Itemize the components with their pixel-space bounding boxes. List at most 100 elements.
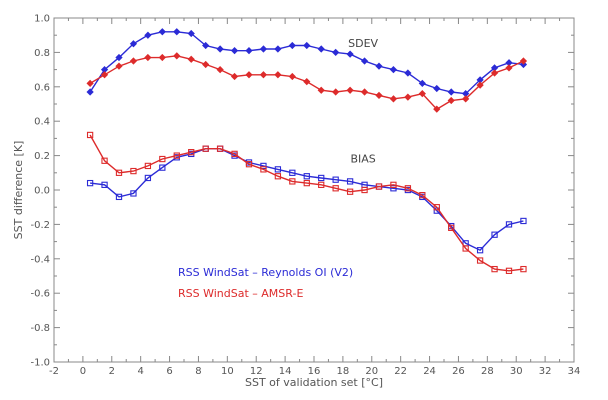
data-point [519, 57, 528, 65]
y-tick-label: 0.2 [34, 151, 50, 162]
data-point [418, 90, 426, 98]
data-point [346, 178, 354, 185]
bias-annotation: BIAS [350, 152, 375, 165]
data-point [216, 145, 224, 152]
y-tick-label: -0.8 [30, 323, 50, 334]
data-point [404, 69, 412, 77]
data-point [187, 55, 195, 63]
data-point [115, 62, 123, 70]
x-tick-label: -2 [49, 366, 59, 377]
data-point [505, 221, 513, 228]
data-point [260, 166, 267, 173]
data-point [447, 96, 455, 105]
data-point [144, 53, 152, 62]
data-point [158, 28, 166, 36]
data-point [259, 45, 268, 53]
data-point [231, 150, 238, 158]
data-point [390, 181, 397, 188]
data-point [346, 86, 354, 94]
y-tick-label: 1.0 [34, 14, 50, 25]
x-axis-label: SST of validation set [°C] [245, 376, 383, 389]
data-point [346, 50, 354, 58]
data-point [360, 57, 369, 65]
x-tick-label: 26 [452, 366, 465, 377]
data-point [115, 193, 123, 201]
data-point [317, 45, 325, 53]
data-point [375, 91, 383, 100]
y-tick-label: 0.4 [34, 117, 50, 128]
data-point [259, 71, 268, 79]
x-tick-label: 8 [195, 366, 201, 377]
data-point [274, 173, 282, 180]
data-point [303, 173, 310, 180]
y-axis-label: SST difference [K] [12, 141, 25, 240]
x-tick-label: 32 [539, 366, 552, 377]
data-point [159, 164, 166, 171]
data-point [115, 169, 123, 176]
y-tick-label: 0.6 [34, 82, 50, 93]
data-point [86, 88, 94, 96]
x-tick-label: 34 [568, 366, 581, 377]
data-point [130, 190, 137, 197]
data-point [130, 167, 137, 175]
x-tick-label: 30 [510, 366, 523, 377]
data-point [158, 53, 166, 62]
data-point [216, 45, 224, 53]
data-point [216, 65, 224, 74]
data-point [202, 145, 209, 152]
data-point [230, 47, 239, 55]
x-tick-label: 6 [166, 366, 172, 377]
x-tick-label: 0 [80, 366, 86, 377]
data-point [144, 162, 152, 170]
data-point [303, 179, 310, 187]
x-tick-label: 10 [221, 366, 234, 377]
data-point [361, 186, 368, 194]
data-point [101, 181, 108, 188]
data-point [173, 152, 180, 159]
y-tick-label: 0.8 [34, 48, 50, 59]
data-point [86, 79, 94, 87]
x-tick-label: 12 [250, 366, 263, 377]
data-point [332, 48, 340, 57]
data-point [187, 29, 195, 38]
data-point [418, 79, 426, 87]
data-point [332, 185, 339, 192]
x-tick-label: 16 [308, 366, 321, 377]
data-point [245, 71, 253, 79]
data-point [346, 188, 354, 195]
data-point [86, 179, 94, 187]
data-point [274, 45, 282, 53]
data-point [375, 183, 383, 190]
data-point [260, 162, 267, 170]
data-point [360, 88, 369, 96]
data-point [476, 81, 484, 89]
data-point [245, 47, 253, 55]
data-point [288, 72, 296, 81]
data-point [520, 217, 527, 225]
data-point [476, 257, 484, 264]
ticks: -2 0 2 4 6 8 10 12 14 16 18 20 22 24 26 28 30 32 34-1.0-0.… [30, 14, 580, 378]
sdev-annotation: SDEV [348, 37, 378, 50]
data-point [86, 131, 94, 139]
data-point [375, 62, 383, 70]
data-point [318, 174, 325, 182]
data-point [202, 60, 210, 69]
x-tick-label: 24 [423, 366, 436, 377]
data-point [433, 204, 440, 211]
data-point [404, 185, 412, 192]
data-point [404, 93, 412, 101]
data-point [173, 28, 181, 36]
data-point [390, 185, 397, 192]
y-tick-label: -0.2 [30, 220, 50, 231]
data-point [520, 265, 527, 273]
data-point [129, 57, 138, 65]
data-point [274, 166, 282, 173]
y-tick-label: 0.0 [34, 186, 50, 197]
data-point [188, 149, 195, 156]
data-point [173, 52, 181, 60]
data-point [433, 105, 441, 113]
data-point [100, 71, 109, 79]
data-point [490, 69, 499, 77]
data-point [101, 157, 108, 164]
